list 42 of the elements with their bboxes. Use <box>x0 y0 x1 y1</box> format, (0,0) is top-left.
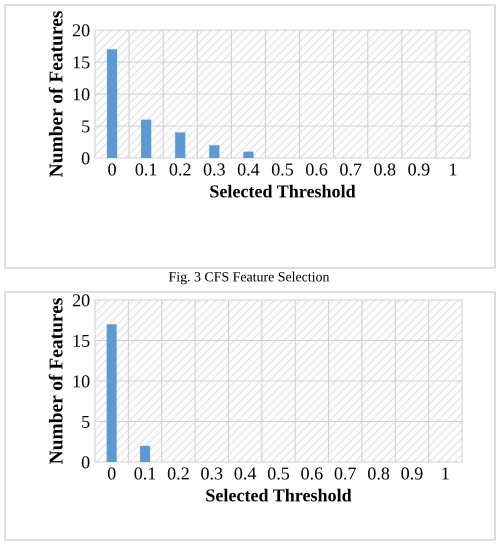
x-tick-label: 0.3 <box>201 467 222 480</box>
x-tick-label: 0 <box>108 163 116 176</box>
bar <box>106 49 118 158</box>
x-axis-title: Selected Threshold <box>206 488 352 502</box>
x-tick-label: 0.4 <box>234 467 256 480</box>
y-tick-label: 5 <box>82 416 90 428</box>
y-tick-label: 10 <box>74 88 90 100</box>
x-tick-label: 0.6 <box>306 163 328 176</box>
y-tick-label: 15 <box>74 334 90 347</box>
x-tick-label: 0.1 <box>136 163 156 176</box>
y-axis-title: Number of Features <box>48 298 63 464</box>
x-tick-label: 0.7 <box>334 467 356 480</box>
bar <box>141 120 152 158</box>
y-tick-label: 0 <box>82 456 90 468</box>
x-tick-label: 0.2 <box>170 163 191 176</box>
y-tick-label: 5 <box>82 120 90 132</box>
x-tick-label: 0 <box>108 467 116 480</box>
x-tick-label: 0.8 <box>368 467 390 480</box>
x-tick-label: 0.8 <box>374 163 396 176</box>
y-tick-label: 10 <box>74 375 90 388</box>
y-tick-label: 20 <box>72 294 90 306</box>
x-axis-title: Selected Threshold <box>210 184 356 198</box>
x-tick-label: 0.3 <box>204 163 225 176</box>
y-tick-label: 15 <box>74 56 90 68</box>
caption: Fig. 3 CFS Feature Selection <box>168 272 330 284</box>
bar <box>243 152 254 158</box>
x-tick-label: 0.4 <box>238 163 260 176</box>
x-tick-label: 1 <box>442 467 449 480</box>
bar <box>209 145 220 158</box>
x-tick-label: 0.7 <box>340 163 362 176</box>
x-tick-label: 0.5 <box>268 467 290 480</box>
x-tick-label: 0.1 <box>134 467 156 480</box>
x-tick-label: 0.5 <box>272 163 294 176</box>
x-tick-label: 1 <box>450 163 456 176</box>
bar <box>175 132 186 158</box>
x-tick-label: 0.2 <box>168 467 189 480</box>
x-tick-label: 0.9 <box>401 467 422 480</box>
x-tick-label: 0.6 <box>301 467 323 480</box>
y-tick-label: 20 <box>72 24 90 36</box>
y-tick-label: 0 <box>82 152 90 164</box>
y-axis-title: Number of Features <box>48 11 63 177</box>
x-tick-label: 0.9 <box>408 163 430 176</box>
